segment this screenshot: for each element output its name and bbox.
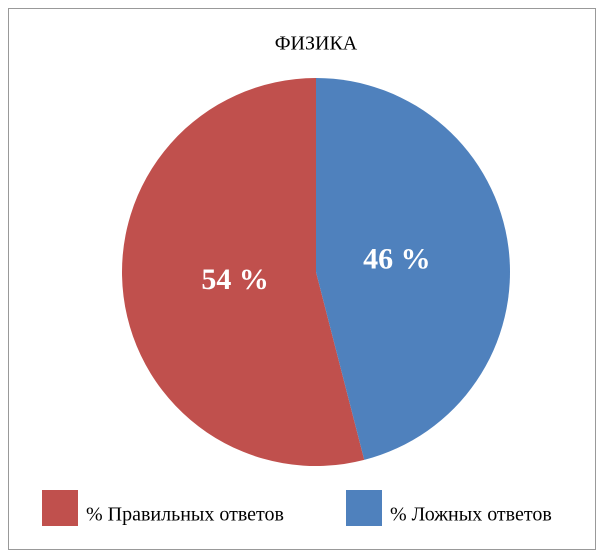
chart-title: ФИЗИКА: [275, 33, 358, 55]
legend-label: % Правильных ответов: [86, 504, 284, 526]
pie-slice: [121, 77, 365, 467]
legend-swatch: [42, 490, 78, 526]
data-label: 54 %: [201, 263, 269, 296]
pie-slice: [316, 78, 510, 460]
legend-label: % Ложных ответов: [390, 504, 552, 526]
legend-swatch: [346, 490, 382, 526]
data-label: 46 %: [363, 243, 431, 276]
